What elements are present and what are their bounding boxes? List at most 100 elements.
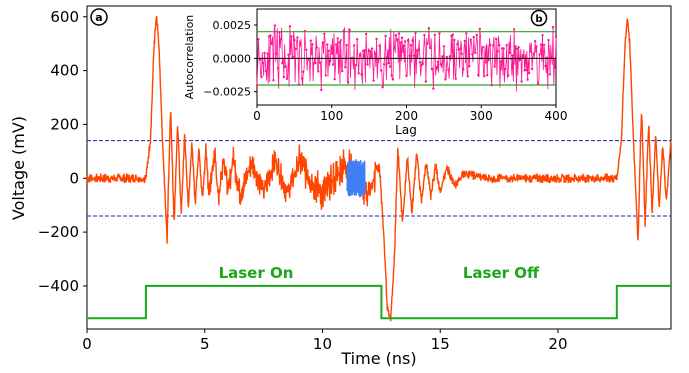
autocorrelation-point <box>553 59 556 62</box>
autocorrelation-point <box>524 68 528 72</box>
autocorrelation-point <box>402 44 405 47</box>
autocorrelation-point <box>417 48 420 51</box>
autocorrelation-point <box>502 47 505 50</box>
autocorrelation-point <box>266 52 269 55</box>
autocorrelation-point <box>264 69 268 73</box>
autocorrelation-point <box>507 74 510 77</box>
autocorrelation-point <box>344 66 347 69</box>
autocorrelation-point <box>406 39 410 42</box>
autocorrelation-point <box>318 61 321 64</box>
autocorrelation-point <box>335 43 338 46</box>
autocorrelation-point <box>348 28 351 32</box>
autocorrelation-point <box>530 67 534 71</box>
inset-x-tick-label: 400 <box>545 109 568 123</box>
autocorrelation-point <box>511 54 514 57</box>
autocorrelation-point <box>269 34 272 37</box>
autocorrelation-point <box>484 61 487 64</box>
autocorrelation-point <box>486 74 489 77</box>
autocorrelation-point <box>489 43 492 47</box>
autocorrelation-point <box>282 75 286 79</box>
autocorrelation-point <box>492 44 495 47</box>
autocorrelation-point <box>496 50 499 53</box>
panel-b-badge <box>530 9 548 27</box>
autocorrelation-point <box>442 45 446 48</box>
autocorrelation-point <box>468 65 471 68</box>
autocorrelation-point <box>444 78 447 81</box>
autocorrelation-point <box>424 80 428 83</box>
autocorrelation-point <box>300 77 304 80</box>
autocorrelation-point <box>257 38 260 41</box>
autocorrelation-point <box>390 74 393 77</box>
autocorrelation-point <box>327 49 330 52</box>
autocorrelation-point <box>326 43 329 46</box>
autocorrelation-point <box>388 65 392 68</box>
autocorrelation-point <box>541 34 544 37</box>
autocorrelation-point <box>481 45 484 49</box>
autocorrelation-point <box>432 87 435 90</box>
autocorrelation-point <box>412 54 416 57</box>
autocorrelation-point <box>451 33 454 36</box>
autocorrelation-point <box>526 78 529 81</box>
signal-series <box>86 16 672 322</box>
main-plot-area <box>86 5 672 330</box>
autocorrelation-point <box>302 70 305 74</box>
autocorrelation-point <box>330 52 333 55</box>
laser-state-series <box>87 284 671 320</box>
autocorrelation-point <box>278 31 281 34</box>
autocorrelation-point <box>284 65 287 69</box>
autocorrelation-point <box>474 51 477 55</box>
autocorrelation-point <box>382 63 386 66</box>
autocorrelation-point <box>338 41 341 44</box>
autocorrelation-point <box>453 38 456 42</box>
autocorrelation-point <box>418 61 422 64</box>
autocorrelation-point <box>366 63 369 66</box>
autocorrelation-point <box>336 37 339 40</box>
autocorrelation-point <box>329 59 332 62</box>
autocorrelation-point <box>375 37 378 41</box>
autocorrelation-point <box>296 36 299 39</box>
autocorrelation-point <box>290 35 293 38</box>
x-tick-label: 5 <box>200 335 210 353</box>
autocorrelation-point <box>515 47 519 51</box>
autocorrelation-point <box>288 25 292 28</box>
autocorrelation-point <box>297 83 301 86</box>
main-plot-layer: 0 5 10 15 20 −400 −200 0 200 400 600 <box>38 8 672 353</box>
autocorrelation-point <box>321 41 324 44</box>
autocorrelation-point <box>317 70 320 73</box>
autocorrelation-point <box>448 55 452 58</box>
autocorrelation-point <box>520 80 523 83</box>
autocorrelation-point <box>332 63 335 66</box>
autocorrelation-point <box>544 64 547 68</box>
autocorrelation-point <box>436 60 440 63</box>
autocorrelation-point <box>309 39 312 42</box>
autocorrelation-point <box>384 34 387 38</box>
x-tick-label: 20 <box>548 335 567 353</box>
highlight-series <box>346 160 366 197</box>
autocorrelation-point <box>538 53 541 56</box>
autocorrelation-point <box>393 46 396 50</box>
x-tick-label: 0 <box>82 335 92 353</box>
autocorrelation-point <box>420 64 423 67</box>
x-tick-label: 10 <box>313 335 332 353</box>
autocorrelation-point <box>408 54 411 57</box>
panel-a-badge <box>90 8 108 26</box>
autocorrelation-point <box>378 44 381 47</box>
autocorrelation-point <box>423 33 426 37</box>
autocorrelation-point <box>521 55 525 59</box>
autocorrelation-point <box>255 84 259 87</box>
autocorrelation-point <box>293 38 296 42</box>
autocorrelation-point <box>499 60 502 63</box>
autocorrelation-point <box>445 56 449 59</box>
autocorrelation-point <box>478 27 481 31</box>
autocorrelation-point <box>505 44 508 47</box>
autocorrelation-point <box>472 35 475 39</box>
autocorrelation-point <box>353 44 356 47</box>
autocorrelation-point <box>347 81 350 84</box>
autocorrelation-point <box>359 54 362 57</box>
autocorrelation-point <box>354 63 357 67</box>
inset-y-tick-label: 0.0025 <box>213 19 252 32</box>
autocorrelation-point <box>270 42 274 46</box>
autocorrelation-point <box>391 78 395 81</box>
autocorrelation-point <box>258 58 262 61</box>
laser-off-annotation: Laser Off <box>463 264 540 282</box>
